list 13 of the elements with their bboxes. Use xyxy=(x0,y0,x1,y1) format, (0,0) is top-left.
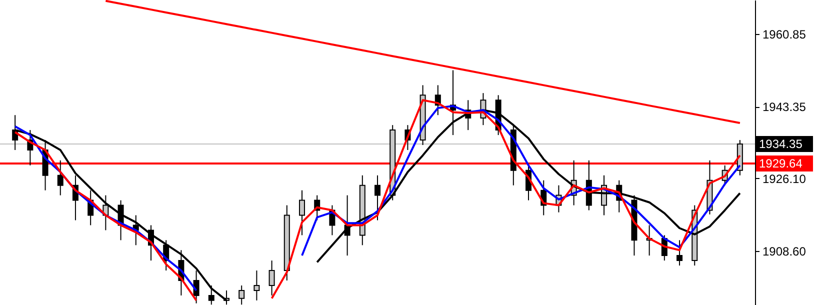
y-tick-label: 1926.10 xyxy=(762,172,806,186)
candlestick xyxy=(238,284,245,305)
candlestick xyxy=(298,190,305,236)
line-series xyxy=(104,0,741,124)
candlestick xyxy=(57,160,64,196)
y-tick-label: 1943.35 xyxy=(762,100,806,114)
y-tick-label: 1960.85 xyxy=(762,27,806,42)
y-tick-label: 1908.60 xyxy=(762,244,806,258)
ref-line-label: 1929.64 xyxy=(759,156,803,171)
candlestick xyxy=(254,270,260,301)
candlestick xyxy=(268,260,275,296)
ref-line-label: 1934.35 xyxy=(759,136,803,151)
candlestick xyxy=(374,174,380,221)
